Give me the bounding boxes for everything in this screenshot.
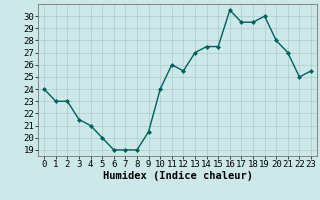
X-axis label: Humidex (Indice chaleur): Humidex (Indice chaleur) [103, 171, 252, 181]
